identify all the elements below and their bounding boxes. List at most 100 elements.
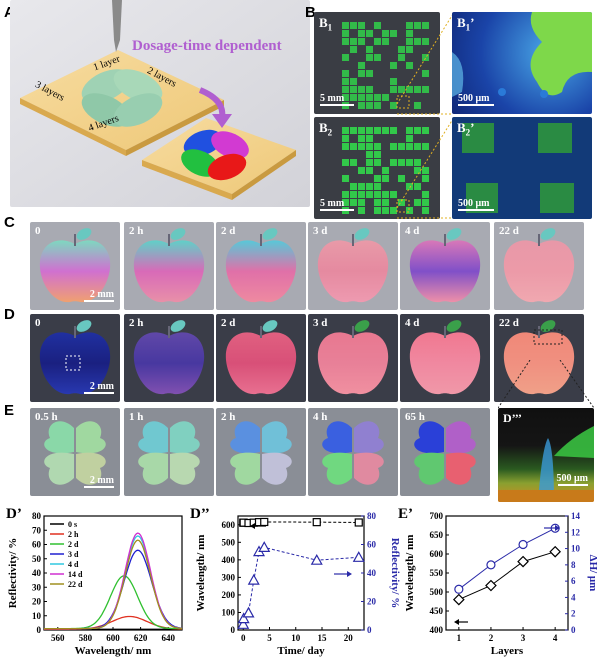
qr-module [414,183,421,190]
qr-module [382,167,389,174]
panel-label-c: C [4,214,15,231]
clover-photo-e: 65 h [400,408,490,496]
series-line [458,527,556,590]
y-tick-label: 600 [222,520,236,530]
scale-bar-label: 2 mm [89,289,114,300]
apple-photo-c: 22 d [494,222,584,310]
qr-module [342,22,349,29]
qr-module [366,86,373,93]
qr-module [350,143,357,150]
qr-module [374,183,381,190]
qr-module [382,199,389,206]
qr-module [350,38,357,45]
b1p-label: B [457,15,466,30]
qr-module [342,86,349,93]
b1p-sub: 1 [465,22,471,33]
legend-label: 0 s [68,520,77,529]
qr-module [398,86,405,93]
qr-module [350,22,357,29]
time-label: 2 h [221,411,236,423]
time-label: 2 h [129,317,144,329]
b2p-label: B [457,120,466,135]
time-label: 4 h [313,411,328,423]
time-label: 3 d [313,317,328,329]
data-point [486,560,496,570]
qr-module [350,191,357,198]
y-tick-label: 70 [32,525,42,535]
b2-label: B [319,120,328,135]
y-axis-label: Reflectivity/ % [7,538,19,609]
time-label: 2 d [221,317,236,329]
b2p-prime: ’ [470,120,475,135]
scale-d-triple-prime: 500 μm [556,473,589,484]
qr-module [374,94,381,101]
qr-module [398,46,405,53]
data-point [258,541,271,552]
qr-module [398,143,405,150]
x-tick-label: 560 [51,633,65,643]
b1-label: B [319,15,328,30]
qr-module [406,159,413,166]
y-tick-label: 600 [430,549,444,559]
y-tick-label: 400 [430,625,444,635]
x-tick-label: 620 [134,633,148,643]
qr-module [342,70,349,77]
b2-sub: 2 [327,127,333,138]
y2-tick-label: 12 [571,527,581,537]
d-triple-prime-label: D’’’ [503,411,522,425]
time-label: 0 [35,225,41,237]
legend-label: 4 d [68,560,79,569]
x-tick-label: 4 [553,633,558,643]
clover-photo-e: 0.5 h 2 mm [30,408,120,496]
axis-arrow-left-head [250,523,255,529]
panel-label-e: E [4,402,15,419]
y2-tick-label: 40 [367,568,377,578]
x-tick-label: 5 [267,633,272,643]
apple-photo-d: 4 d [400,314,490,402]
time-label: 1 h [129,411,144,423]
y2-tick-label: 10 [571,544,581,554]
qr-module [350,127,357,134]
x-tick-label: 1 [457,633,462,643]
qr-module [358,70,365,77]
qr-module [390,143,397,150]
qr-module [374,102,381,109]
scale-bar-label: 2 mm [89,475,114,486]
y-tick-label: 200 [222,590,236,600]
qr-module [390,78,397,85]
qr-module [366,183,373,190]
qr-module [422,191,429,198]
photo-d-triple-prime: D’’’ 500 μm [498,408,594,502]
qr-module [358,30,365,37]
qr-module [366,102,373,109]
qr-module [422,38,429,45]
y-tick-label: 550 [430,568,444,578]
qr-module [342,78,349,85]
qr-module [422,70,429,77]
apple-photo-d: 0 2 mm [30,314,120,402]
qr-module [414,86,421,93]
legend-label: 2 h [68,530,79,539]
y-tick-label: 300 [222,572,236,582]
data-point [310,553,323,565]
qr-module [374,54,381,61]
qr-module [406,22,413,29]
y-axis-label: Wavelength/ nm [195,535,207,612]
data-point [518,539,528,550]
x-tick-label: 10 [291,633,301,643]
y2-tick-label: 6 [571,576,576,586]
qr-module [358,135,365,142]
y-tick-label: 60 [32,540,42,550]
qr-module [414,102,421,109]
y2-axis-label: Reflectivity/ % [389,538,400,609]
qr-module [342,143,349,150]
series-line [44,539,183,630]
qr-module [342,175,349,182]
chart-time-evolution: 0 5 10 15 200100200300400500600020406080Time… [195,511,400,657]
qr-module [406,127,413,134]
qr-module [398,159,405,166]
qr-module [414,167,421,174]
y-tick-label: 400 [222,555,236,565]
data-point [237,618,250,629]
qr-module [358,22,365,29]
